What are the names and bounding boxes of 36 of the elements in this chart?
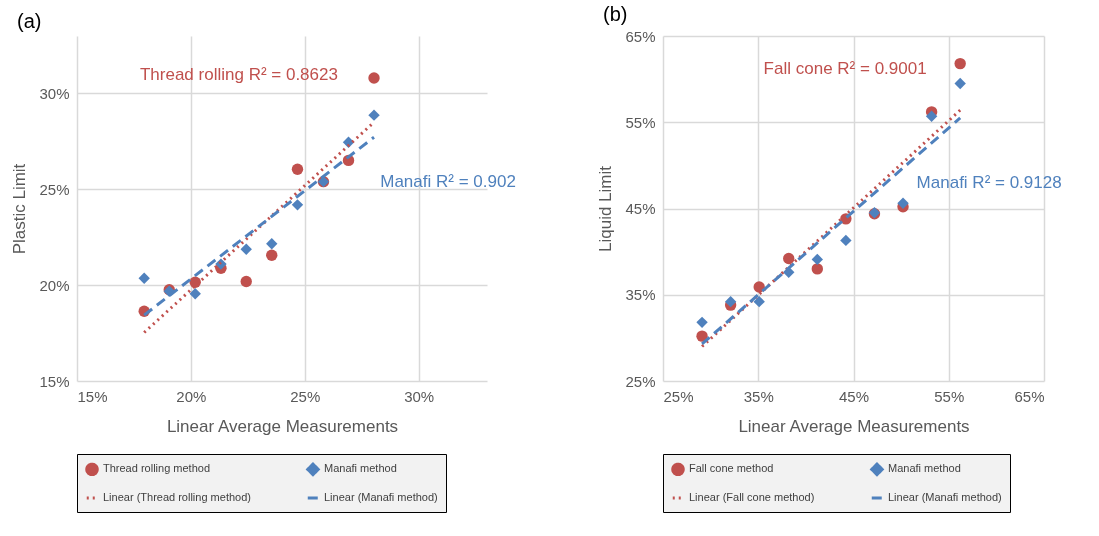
x-tick-label: 35%	[743, 387, 774, 405]
legend-label: Linear (Fall cone method)	[689, 491, 815, 503]
y-tick-label: 15%	[39, 372, 70, 390]
y-tick-label: 65%	[625, 27, 656, 45]
y-tick-label: 25%	[625, 372, 656, 390]
y-tick-label: 55%	[625, 113, 656, 131]
y-tick-label: 30%	[39, 85, 70, 102]
legend-label: Manafi method	[888, 462, 961, 475]
y-tick-label: 35%	[625, 286, 656, 304]
annotation: Manafi R² = 0.902	[380, 171, 516, 191]
legend-label: Linear (Manafi method)	[888, 491, 1002, 503]
y-tick-label: 45%	[625, 200, 656, 217]
x-tick-label: 25%	[290, 387, 321, 405]
annotation: Fall cone R² = 0.9001	[763, 58, 927, 78]
legend-label: Manafi method	[324, 462, 397, 475]
y-axis-title: Plastic Limit	[10, 163, 30, 255]
legend-label: Thread rolling method	[103, 462, 211, 475]
y-tick-label: 20%	[39, 276, 70, 294]
x-tick-label: 30%	[404, 387, 435, 405]
x-tick-label: 25%	[663, 387, 694, 405]
x-axis-title: Linear Average Measurements	[738, 416, 970, 436]
x-tick-label: 65%	[1014, 387, 1045, 405]
x-tick-label: 55%	[934, 387, 965, 405]
chart-title: (b)	[603, 3, 628, 25]
y-tick-label: 25%	[39, 180, 70, 198]
chart-title: (a)	[17, 10, 42, 32]
legend-label: Linear (Thread rolling method)	[103, 491, 251, 503]
legend-label: Fall cone method	[689, 462, 774, 475]
y-axis-title: Liquid Limit	[596, 165, 616, 252]
annotation: Thread rolling R² = 0.8623	[139, 65, 338, 85]
x-tick-label: 45%	[838, 387, 870, 405]
legend-label: Linear (Manafi method)	[324, 491, 438, 503]
x-tick-label: 20%	[176, 387, 207, 405]
x-axis-title: Linear Average Measurements	[166, 416, 399, 436]
x-tick-label: 15%	[77, 387, 108, 405]
annotation: Manafi R² = 0.9128	[916, 173, 1062, 193]
